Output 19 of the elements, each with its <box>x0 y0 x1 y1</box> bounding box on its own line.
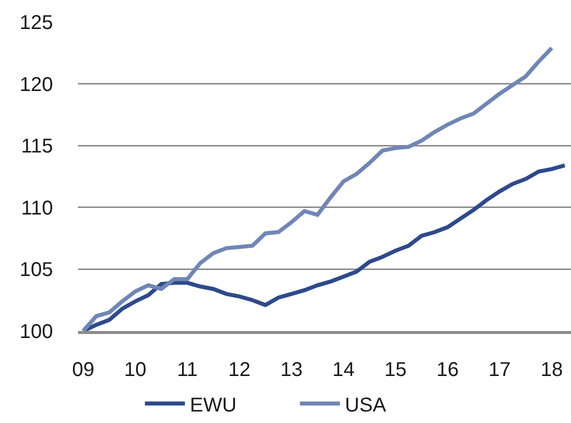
y-tick-label: 125 <box>20 12 53 34</box>
y-tick-label: 120 <box>20 74 53 96</box>
x-tick-label: 16 <box>436 359 459 381</box>
y-tick-label: 110 <box>21 197 53 220</box>
x-tick-label: 17 <box>488 359 511 381</box>
x-tick-label: 10 <box>124 359 146 381</box>
y-tick-label: 105 <box>20 259 53 282</box>
legend-label: USA <box>344 394 387 416</box>
x-tick-label: 13 <box>280 359 303 381</box>
line-series <box>81 46 554 331</box>
x-tick-label: 11 <box>176 359 198 381</box>
x-tick-label: 09 <box>72 359 94 381</box>
x-tick-label: 14 <box>332 359 355 381</box>
y-tick-label: 115 <box>21 136 53 158</box>
y-tick-label: 100 <box>20 321 53 343</box>
x-tick-label: 15 <box>384 359 407 381</box>
x-tick-label: 12 <box>228 359 251 381</box>
legend-label: EWU <box>190 394 237 416</box>
x-tick-label: 18 <box>540 359 563 381</box>
